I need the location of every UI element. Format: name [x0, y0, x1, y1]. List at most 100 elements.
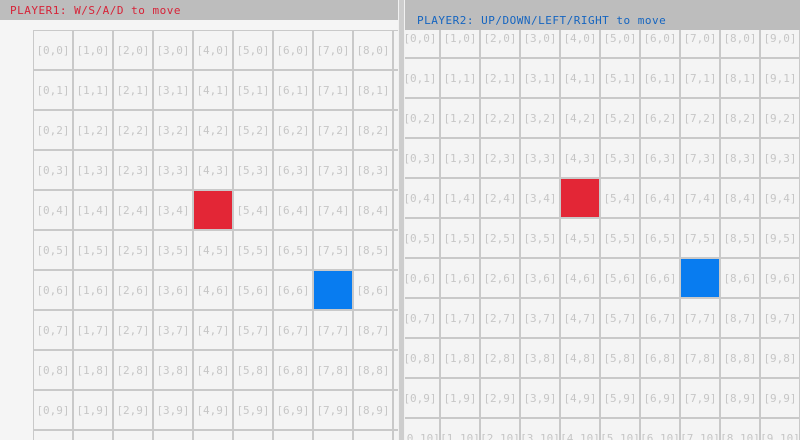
grid-cell[interactable]: [3,1]: [153, 70, 193, 110]
grid-cell[interactable]: [7,7]: [680, 298, 720, 338]
grid-cell[interactable]: [9,9]: [760, 378, 800, 418]
grid-cell[interactable]: [3,9]: [520, 378, 560, 418]
grid-cell[interactable]: [9,8]: [760, 338, 800, 378]
grid-cell[interactable]: [9,7]: [393, 310, 398, 350]
grid-cell[interactable]: [5,5]: [233, 230, 273, 270]
grid-cell[interactable]: [9,3]: [393, 150, 398, 190]
grid-cell[interactable]: [4,6]: [193, 270, 233, 310]
grid-cell[interactable]: [5,1]: [600, 58, 640, 98]
grid-cell[interactable]: [4,10]: [560, 418, 600, 440]
grid-cell[interactable]: [6,0]: [273, 30, 313, 70]
grid-cell[interactable]: [1,7]: [440, 298, 480, 338]
grid-cell[interactable]: [6,6]: [640, 258, 680, 298]
grid-cell[interactable]: [4,2]: [193, 110, 233, 150]
player1-viewport[interactable]: [0,0] [1,0] [2,0] [3,0] [4,0] [5,0] [6,0] [7,0]…: [0, 0, 398, 440]
grid-cell[interactable]: [8,3]: [720, 138, 760, 178]
grid-cell[interactable]: [8,10]: [353, 430, 393, 440]
player1-pane[interactable]: [0,0] [1,0] [2,0] [3,0] [4,0] [5,0] [6,0] [7,0]…: [0, 0, 398, 440]
grid-cell[interactable]: [9,5]: [393, 230, 398, 270]
grid-cell[interactable]: [0,3]: [33, 150, 73, 190]
grid-cell[interactable]: [3,5]: [153, 230, 193, 270]
grid-cell[interactable]: [0,5]: [33, 230, 73, 270]
grid-cell[interactable]: [4,7]: [560, 298, 600, 338]
grid-cell[interactable]: [7,8]: [680, 338, 720, 378]
grid-cell[interactable]: [1,5]: [73, 230, 113, 270]
grid-cell[interactable]: [9,10]: [760, 418, 800, 440]
grid-cell[interactable]: [5,6]: [233, 270, 273, 310]
grid-cell[interactable]: [3,6]: [153, 270, 193, 310]
grid-cell[interactable]: [4,1]: [193, 70, 233, 110]
grid-cell[interactable]: [5,4]: [600, 178, 640, 218]
grid-cell[interactable]: [1,10]: [73, 430, 113, 440]
grid-cell[interactable]: [5,1]: [233, 70, 273, 110]
grid-cell[interactable]: [1,8]: [73, 350, 113, 390]
grid-cell[interactable]: [8,6]: [353, 270, 393, 310]
grid-cell[interactable]: [5,6]: [600, 258, 640, 298]
grid-cell[interactable]: [3,5]: [520, 218, 560, 258]
grid-cell[interactable]: [5,7]: [233, 310, 273, 350]
grid-cell[interactable]: [1,5]: [440, 218, 480, 258]
grid-cell[interactable]: [6,2]: [640, 98, 680, 138]
grid-cell[interactable]: [4,0]: [193, 30, 233, 70]
grid-cell[interactable]: [1,1]: [440, 58, 480, 98]
grid-cell[interactable]: [2,3]: [480, 138, 520, 178]
grid-cell[interactable]: [7,5]: [313, 230, 353, 270]
grid-cell[interactable]: [0,1]: [405, 58, 440, 98]
grid-cell[interactable]: [2,7]: [480, 298, 520, 338]
grid-cell[interactable]: [5,10]: [233, 430, 273, 440]
grid-cell[interactable]: [0,1]: [33, 70, 73, 110]
grid-cell[interactable]: [8,1]: [353, 70, 393, 110]
grid-cell[interactable]: [3,3]: [520, 138, 560, 178]
grid-cell[interactable]: [7,3]: [680, 138, 720, 178]
grid-cell[interactable]: [8,2]: [720, 98, 760, 138]
grid-cell[interactable]: [3,4]: [520, 178, 560, 218]
grid-cell[interactable]: [6,2]: [273, 110, 313, 150]
grid-cell[interactable]: [3,7]: [520, 298, 560, 338]
grid-cell[interactable]: [3,8]: [153, 350, 193, 390]
grid-cell[interactable]: [1,4]: [73, 190, 113, 230]
grid-cell[interactable]: [8,7]: [353, 310, 393, 350]
grid-cell[interactable]: [7,0]: [313, 30, 353, 70]
grid-cell[interactable]: [4,2]: [560, 98, 600, 138]
grid-cell[interactable]: [5,3]: [233, 150, 273, 190]
grid-cell[interactable]: [9,3]: [760, 138, 800, 178]
grid-cell[interactable]: [9,0]: [393, 30, 398, 70]
grid-cell[interactable]: [2,5]: [480, 218, 520, 258]
grid-cell[interactable]: [4,9]: [193, 390, 233, 430]
grid-cell[interactable]: [3,7]: [153, 310, 193, 350]
grid-cell[interactable]: [1,1]: [73, 70, 113, 110]
grid-cell[interactable]: [6,10]: [640, 418, 680, 440]
grid-cell[interactable]: [1,9]: [440, 378, 480, 418]
grid-cell[interactable]: [5,8]: [233, 350, 273, 390]
grid-cell[interactable]: [6,5]: [640, 218, 680, 258]
grid-cell[interactable]: [2,4]: [113, 190, 153, 230]
grid-cell[interactable]: [1,6]: [73, 270, 113, 310]
grid-cell[interactable]: [8,0]: [353, 30, 393, 70]
grid-cell[interactable]: [2,4]: [480, 178, 520, 218]
grid-cell[interactable]: [0,6]: [33, 270, 73, 310]
grid-cell[interactable]: [6,1]: [273, 70, 313, 110]
grid-cell[interactable]: [7,1]: [680, 58, 720, 98]
grid-cell[interactable]: [7,2]: [313, 110, 353, 150]
grid-cell[interactable]: [0,10]: [33, 430, 73, 440]
grid-cell[interactable]: [0,7]: [405, 298, 440, 338]
grid-cell[interactable]: [2,1]: [480, 58, 520, 98]
grid-cell[interactable]: [6,9]: [273, 390, 313, 430]
grid-cell[interactable]: [8,4]: [720, 178, 760, 218]
grid-cell[interactable]: [1,3]: [73, 150, 113, 190]
grid-cell[interactable]: [3,2]: [153, 110, 193, 150]
grid-cell[interactable]: [5,7]: [600, 298, 640, 338]
grid-cell[interactable]: [1,9]: [73, 390, 113, 430]
grid-cell[interactable]: [2,9]: [480, 378, 520, 418]
grid-cell[interactable]: [1,3]: [440, 138, 480, 178]
grid-cell[interactable]: [9,4]: [760, 178, 800, 218]
grid-cell[interactable]: [6,7]: [273, 310, 313, 350]
grid-cell[interactable]: [8,6]: [720, 258, 760, 298]
grid-cell[interactable]: [2,10]: [113, 430, 153, 440]
grid-cell[interactable]: [1,8]: [440, 338, 480, 378]
grid-cell[interactable]: [4,5]: [560, 218, 600, 258]
grid-cell[interactable]: [8,9]: [720, 378, 760, 418]
grid-cell[interactable]: [0,4]: [405, 178, 440, 218]
vertical-scrollbar[interactable]: [398, 0, 405, 440]
grid-cell[interactable]: [7,9]: [680, 378, 720, 418]
